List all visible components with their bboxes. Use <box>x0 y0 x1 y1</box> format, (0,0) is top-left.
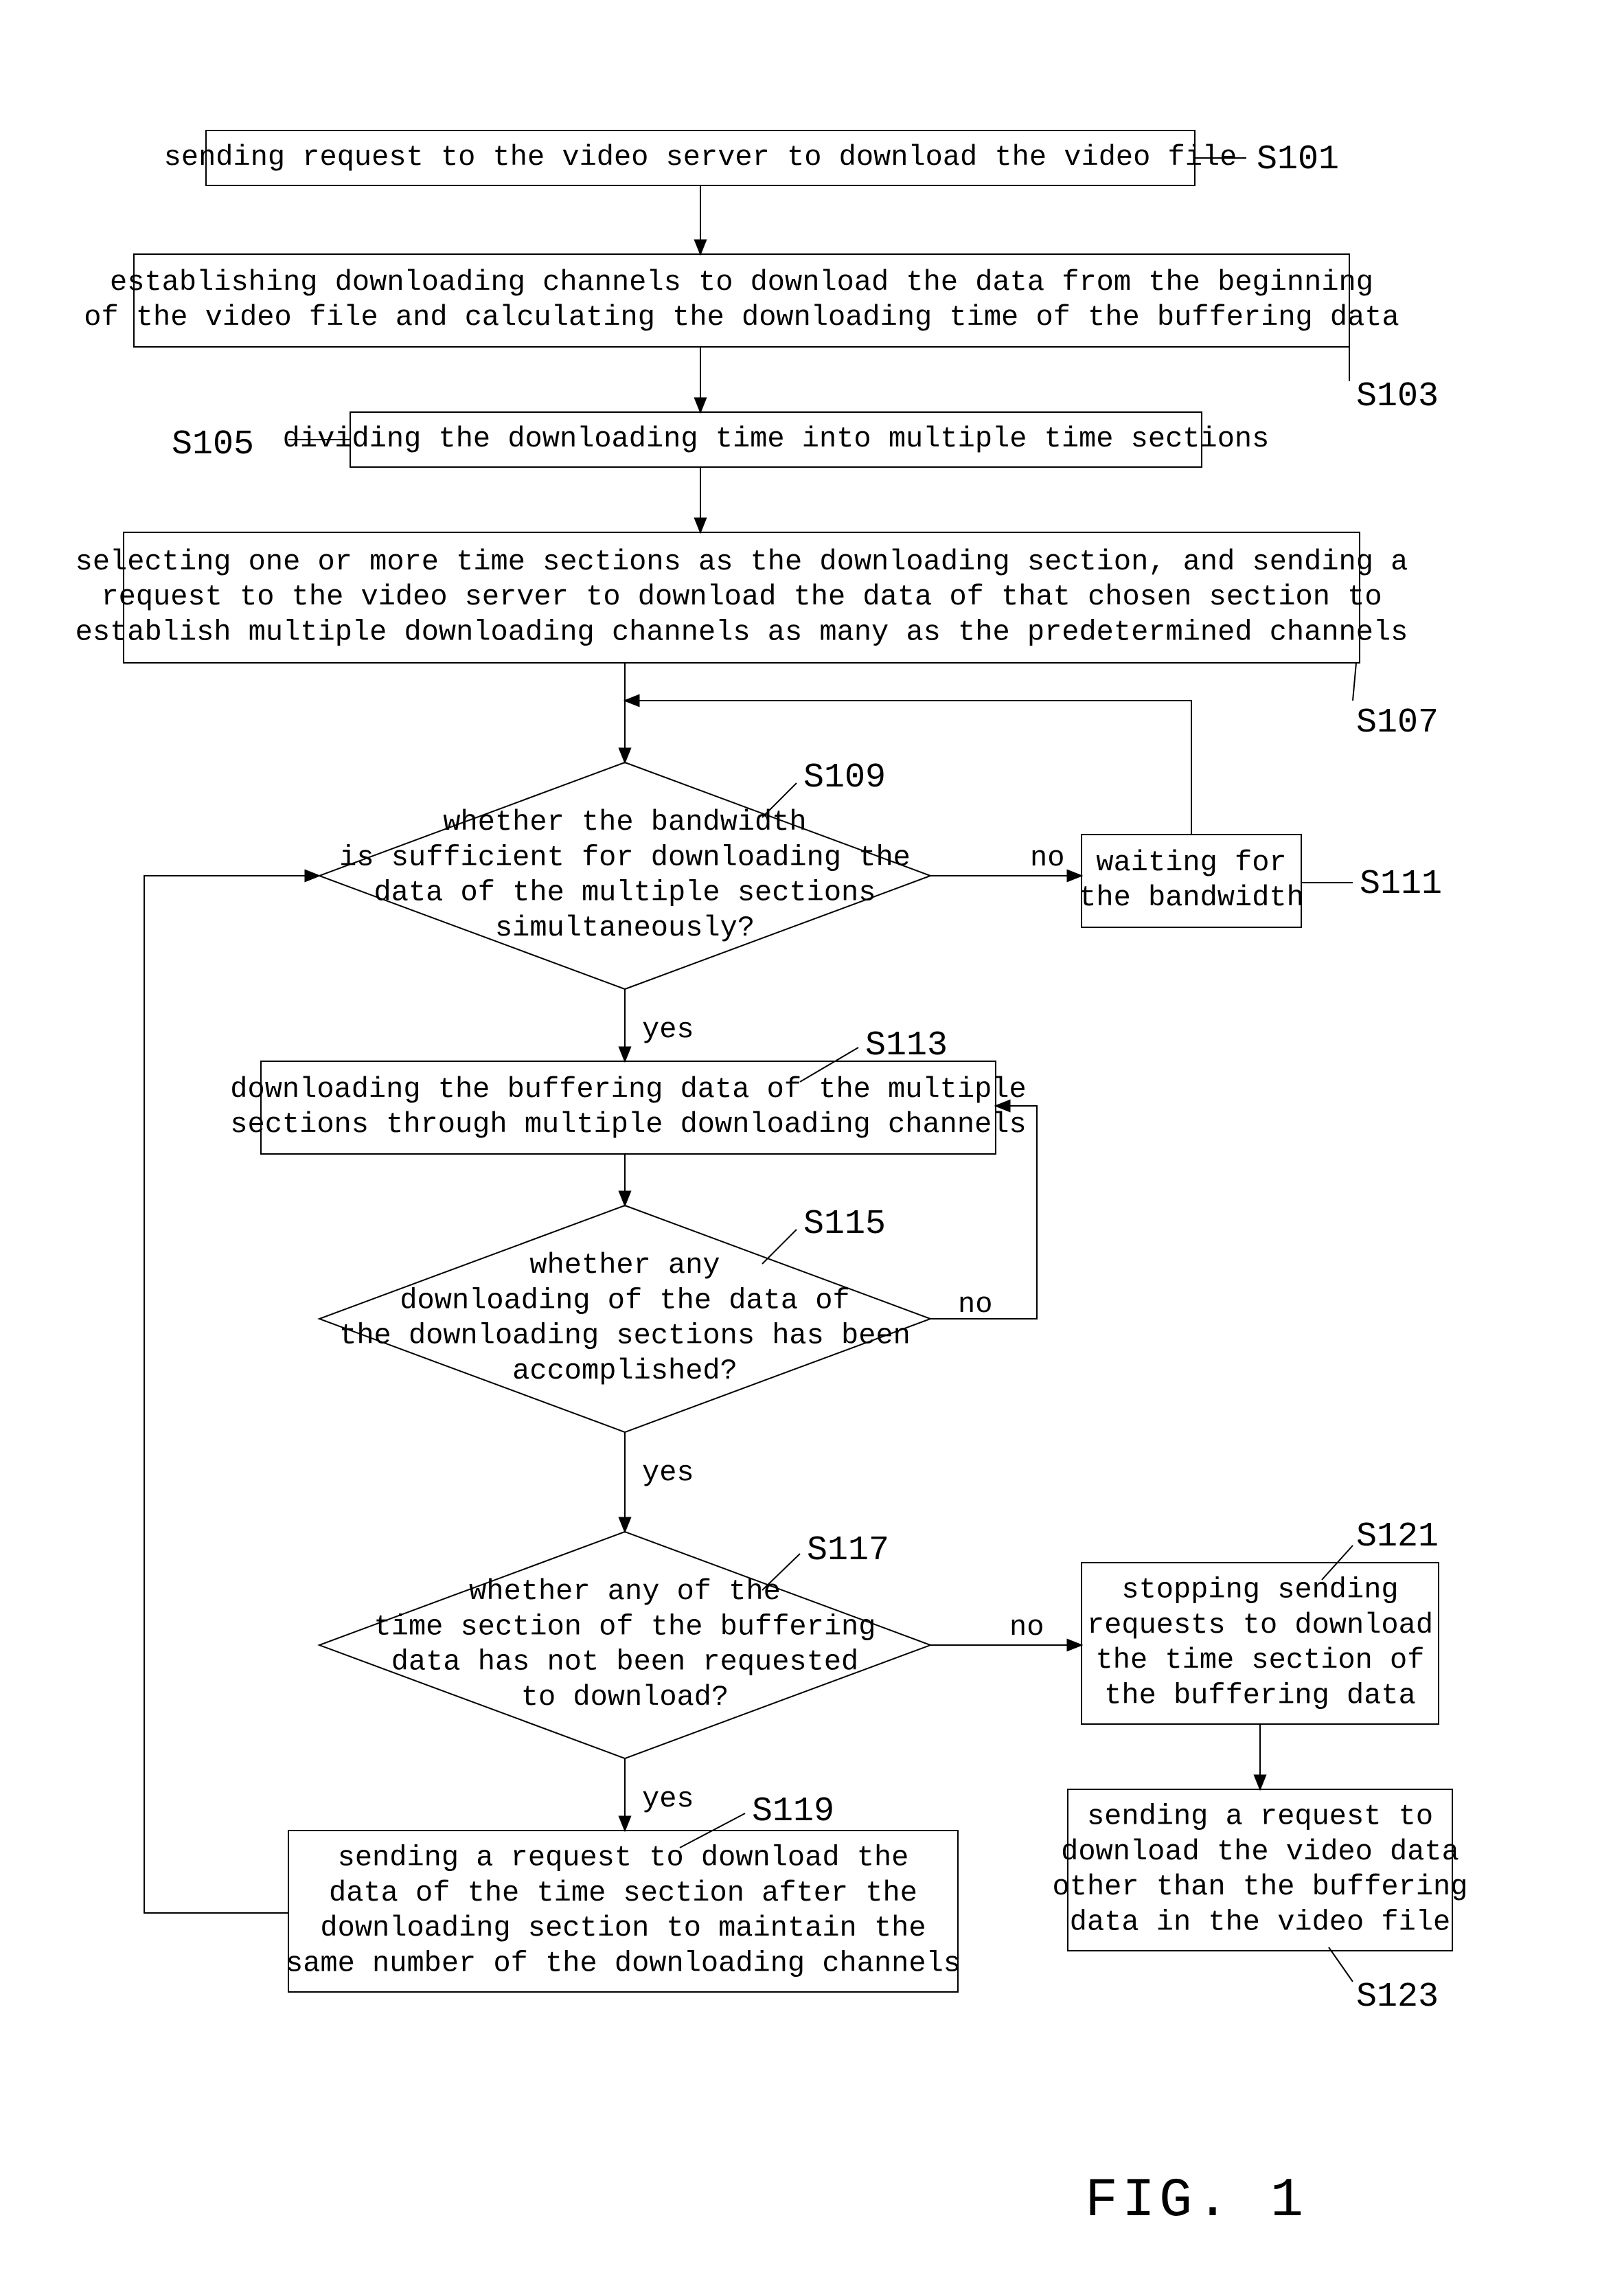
figure-label: FIG. 1 <box>1085 2170 1307 2232</box>
edge-label-9: yes <box>642 1456 694 1489</box>
s123-label: S123 <box>1356 1978 1439 2017</box>
s111-label: S111 <box>1360 865 1442 904</box>
s105-label: S105 <box>172 425 254 464</box>
edge-label-6: yes <box>642 1013 694 1046</box>
s107-label: S107 <box>1356 703 1439 743</box>
edge-label-10: no <box>1009 1611 1044 1644</box>
s115-label: S115 <box>803 1205 886 1244</box>
s103-label: S103 <box>1356 377 1439 416</box>
edge-label-4: no <box>1030 841 1064 874</box>
svg-text:dividing the downloading time: dividing the downloading time into multi… <box>283 422 1270 455</box>
s117-label: S117 <box>807 1531 889 1570</box>
s101-label: S101 <box>1257 140 1339 179</box>
s121-label: S121 <box>1356 1517 1439 1556</box>
s115-leader <box>762 1230 797 1264</box>
s123-leader <box>1329 1947 1353 1982</box>
s107-leader <box>1353 663 1356 701</box>
edge-label-8: no <box>958 1288 992 1321</box>
edge-label-11: yes <box>642 1782 694 1815</box>
s117-leader <box>762 1554 800 1590</box>
svg-text:selecting one or more time sec: selecting one or more time sections as t… <box>76 545 1408 648</box>
s119-label: S119 <box>752 1792 834 1831</box>
s109-label: S109 <box>803 758 886 797</box>
edge-s119-s109-loop <box>144 876 319 1913</box>
s113-label: S113 <box>865 1026 948 1065</box>
svg-text:sending request to the video s: sending request to the video server to d… <box>164 141 1237 174</box>
